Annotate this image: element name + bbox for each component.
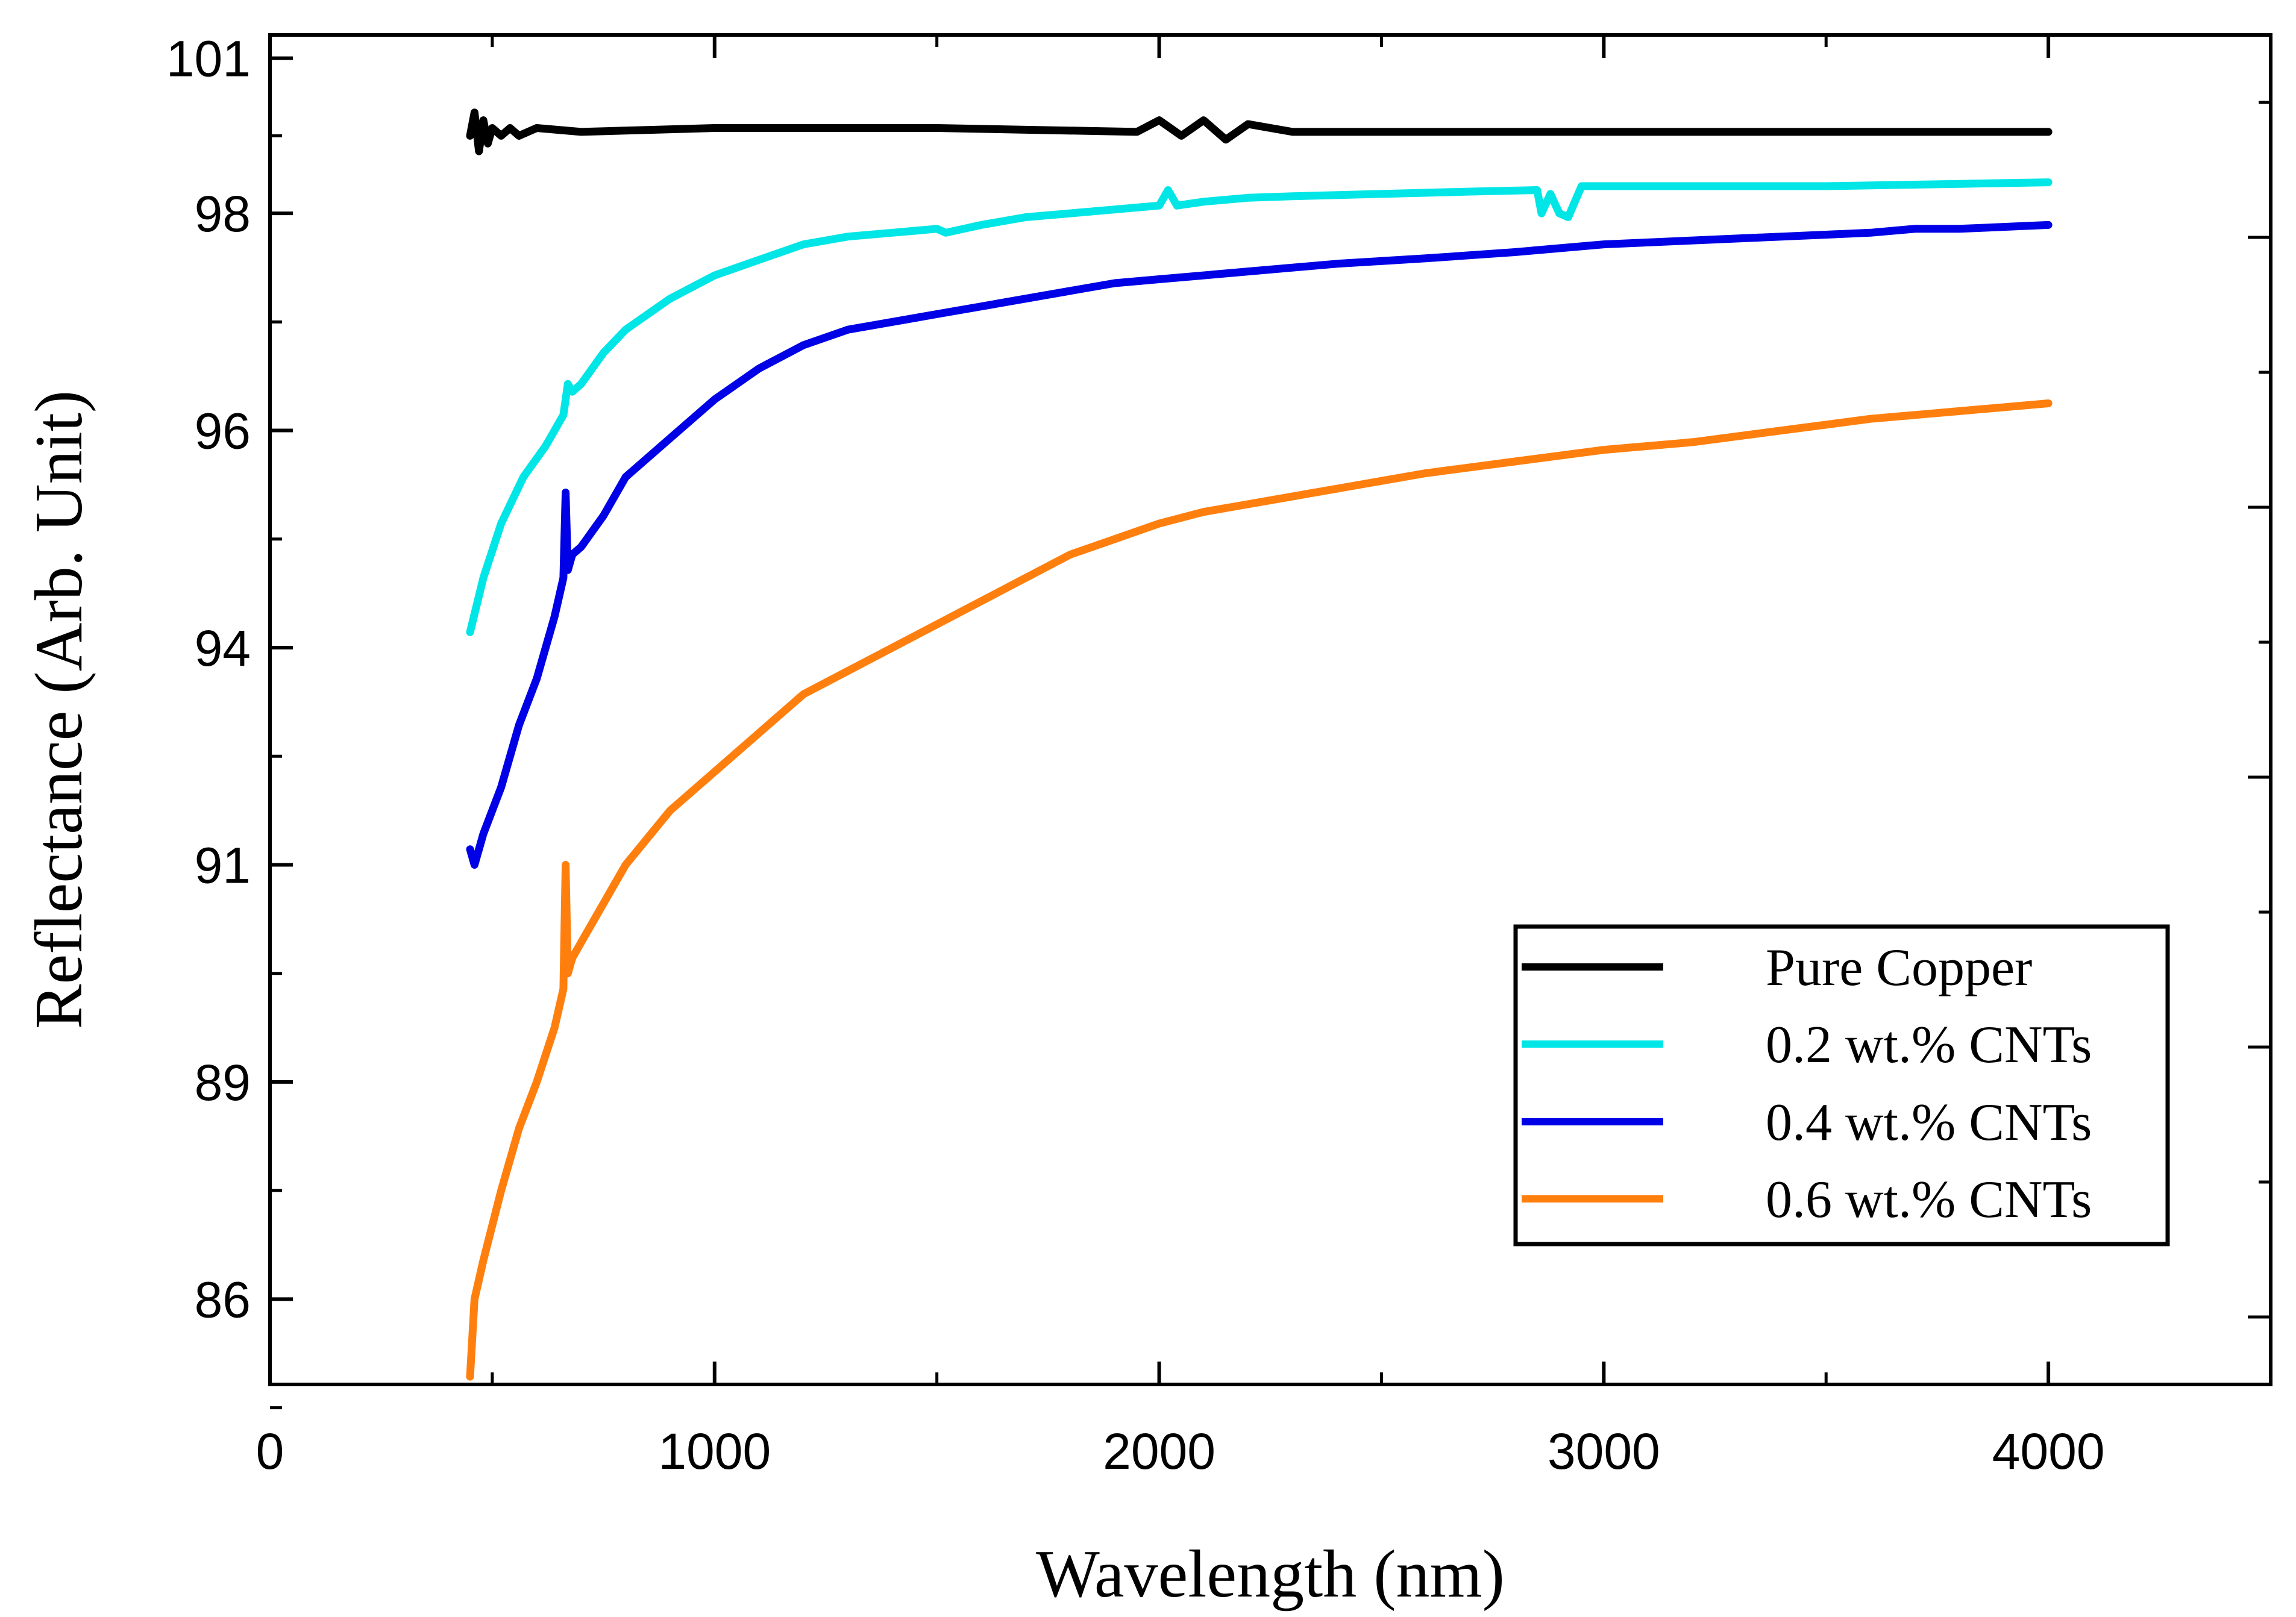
y-axis-title: Reflectance (Arb. Unit) — [22, 390, 96, 1029]
legend-label-pure-copper: Pure Copper — [1766, 939, 2032, 997]
x-tick-label: 4000 — [1992, 1423, 2105, 1480]
labels-layer: 0 1000 2000 3000 4000 86 89 91 94 96 98 101 — [166, 31, 2105, 1480]
y-tick-label: 98 — [195, 186, 251, 242]
x-tick-label: 2000 — [1103, 1423, 1215, 1480]
y-tick-label: 96 — [195, 403, 251, 460]
legend-box — [1513, 924, 2170, 1246]
series-layer — [466, 108, 2053, 1381]
y-tick-label: 101 — [166, 31, 251, 87]
x-tick-label: 3000 — [1548, 1423, 1660, 1480]
y-tick-label: 89 — [195, 1054, 251, 1111]
x-tick-label: 1000 — [658, 1423, 771, 1480]
x-axis-title: Wavelength (nm) — [1036, 1537, 1505, 1612]
y-tick-label: 91 — [195, 837, 251, 893]
plot-frame — [268, 33, 2272, 1386]
series-line-pure-copper — [466, 108, 2053, 155]
legend-label-0-4-cnts: 0.4 wt.% CNTs — [1766, 1093, 2092, 1152]
y-tick-label: 94 — [195, 620, 251, 677]
series-line-0-2-wt-cnts — [466, 178, 2053, 636]
y-tick-label: 86 — [195, 1271, 251, 1328]
x-tick-label: 0 — [256, 1423, 284, 1480]
series-line-0-4-wt-cnts — [466, 220, 2053, 869]
legend-label-0-2-cnts: 0.2 wt.% CNTs — [1766, 1016, 2092, 1074]
legend: Pure Copper 0.2 wt.% CNTs 0.4 wt.% CNTs … — [1513, 924, 2170, 1246]
legend-label-0-6-cnts: 0.6 wt.% CNTs — [1766, 1171, 2092, 1229]
series-line-0-6-wt-cnts — [466, 399, 2053, 1381]
